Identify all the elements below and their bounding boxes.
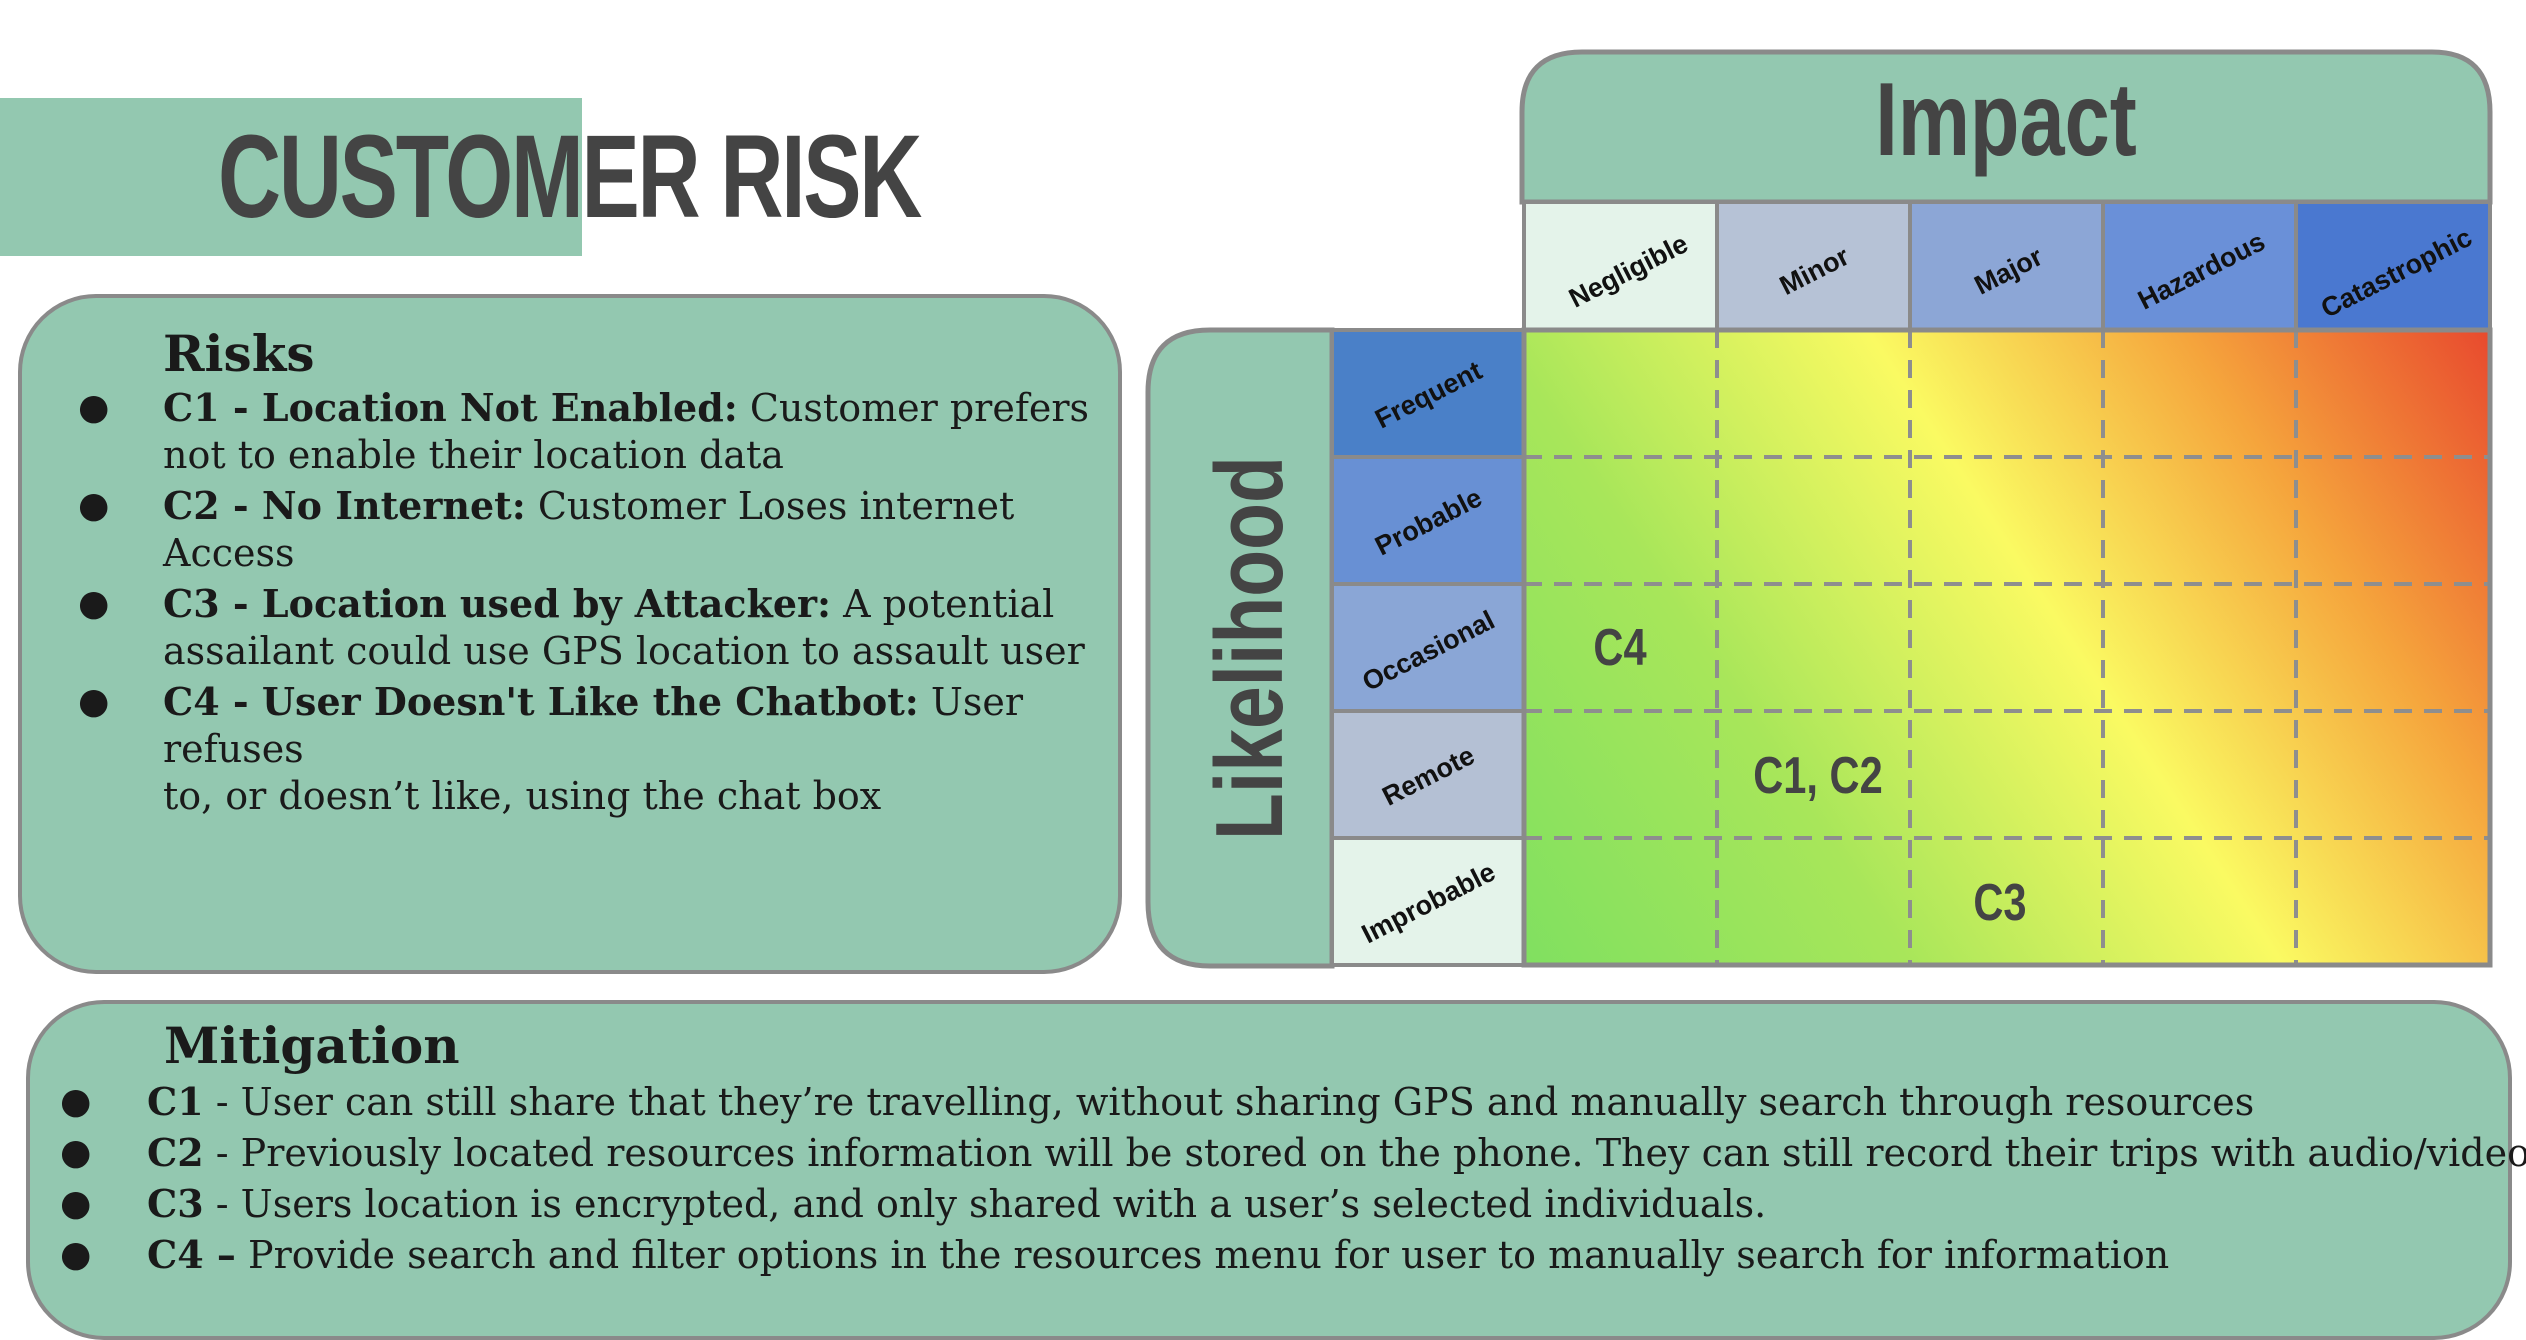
risk-label: C2 - No Internet: bbox=[163, 483, 526, 528]
mitigation-list: ● C1 - User can still share that they’re … bbox=[60, 1078, 2526, 1282]
mitigation-text: - User can still share that they’re trav… bbox=[203, 1080, 2255, 1124]
mitigation-panel: Mitigation ● C1 - User can still share th… bbox=[26, 1000, 2526, 1340]
risk-label: C1 - Location Not Enabled: bbox=[163, 385, 738, 430]
risk-label: C4 - User Doesn't Like the Chatbot: bbox=[163, 679, 919, 724]
bullet-icon: ● bbox=[78, 387, 110, 428]
impact-header-major bbox=[1908, 200, 2105, 332]
risk-item-c1: ● C1 - Location Not Enabled: Customer pre… bbox=[78, 384, 1113, 479]
impact-headers: Negligible Minor Major Hazardous Catastr… bbox=[1522, 200, 2492, 332]
placement-c4: C4 bbox=[1593, 618, 1646, 677]
risk-text: User refuses bbox=[163, 680, 1024, 771]
placement-c1-c2: C1, C2 bbox=[1753, 746, 1882, 805]
grid-lines bbox=[1524, 330, 2490, 965]
mitigation-item-c3: ● C3 - Users location is encrypted, and o… bbox=[60, 1180, 2487, 1228]
title-band bbox=[0, 98, 582, 256]
risk-text: Customer prefers bbox=[737, 386, 1090, 430]
mitigation-text: - Previously located resources informati… bbox=[203, 1131, 2526, 1175]
risk-text: A potential bbox=[831, 582, 1055, 626]
risk-text-cont: to, or doesn’t like, using the chat box bbox=[163, 774, 882, 818]
risk-text-cont: not to enable their location data bbox=[163, 433, 784, 477]
risk-text-cont: assailant could use GPS location to assa… bbox=[163, 629, 1085, 673]
risk-item-c3: ● C3 - Location used by Attacker: A poten… bbox=[78, 580, 1113, 675]
bullet-icon: ● bbox=[60, 1183, 92, 1224]
likelihood-header-frequent bbox=[1330, 328, 1526, 459]
mitigation-heading: Mitigation bbox=[164, 1016, 460, 1075]
bullet-icon: ● bbox=[78, 681, 110, 722]
mitigation-label: C3 bbox=[147, 1181, 204, 1226]
mitigation-label: C4 – bbox=[147, 1232, 236, 1277]
mitigation-text: - Users location is encrypted, and only … bbox=[203, 1182, 1767, 1226]
impact-header-panel bbox=[1519, 49, 2493, 205]
grid-border bbox=[1521, 327, 2493, 968]
page-title: CUSTOMER RISK bbox=[218, 111, 922, 243]
risk-item-c4: ● C4 - User Doesn't Like the Chatbot: Use… bbox=[78, 678, 1113, 820]
mitigation-item-c1: ● C1 - User can still share that they’re … bbox=[60, 1078, 2487, 1126]
likelihood-title: Likelihood bbox=[1196, 456, 1303, 840]
risk-label: C3 - Location used by Attacker: bbox=[163, 581, 832, 626]
bullet-icon: ● bbox=[60, 1081, 92, 1122]
risks-heading: Risks bbox=[163, 324, 315, 383]
bullet-icon: ● bbox=[78, 485, 110, 526]
risk-item-c2: ● C2 - No Internet: Customer Loses intern… bbox=[78, 482, 1113, 577]
likelihood-side-panel bbox=[1145, 327, 1335, 969]
impact-title: Impact bbox=[1875, 61, 2136, 177]
risk-text-cont: Access bbox=[163, 531, 295, 575]
bullet-icon: ● bbox=[78, 583, 110, 624]
mitigation-item-c2: ● C2 - Previously located resources infor… bbox=[60, 1129, 2526, 1177]
risks-list: ● C1 - Location Not Enabled: Customer pre… bbox=[78, 384, 1113, 823]
impact-header-hazardous bbox=[2101, 200, 2298, 332]
bullet-icon: ● bbox=[60, 1234, 92, 1275]
likelihood-header-occasional bbox=[1330, 582, 1526, 713]
likelihood-header-improbable bbox=[1330, 836, 1526, 967]
mitigation-item-c4: ● C4 – Provide search and filter options … bbox=[60, 1231, 2487, 1279]
placement-c3: C3 bbox=[1973, 873, 2026, 932]
risk-text: Customer Loses internet bbox=[525, 484, 1015, 528]
likelihood-headers: Frequent Probable Occasional Remote Impr… bbox=[1330, 328, 1526, 967]
likelihood-header-remote bbox=[1330, 709, 1526, 840]
impact-header-catastrophic bbox=[2294, 200, 2492, 332]
risk-gradient-grid bbox=[1524, 330, 2490, 965]
mitigation-label: C2 bbox=[147, 1130, 204, 1175]
mitigation-text: Provide search and filter options in the… bbox=[235, 1233, 2170, 1277]
risk-matrix: Impact Likelihood Negligible Minor Major… bbox=[1145, 49, 2493, 969]
mitigation-label: C1 bbox=[147, 1079, 204, 1124]
risks-panel: Risks ● C1 - Location Not Enabled: Custom… bbox=[18, 294, 1122, 974]
bullet-icon: ● bbox=[60, 1132, 92, 1173]
likelihood-header-probable bbox=[1330, 455, 1526, 586]
